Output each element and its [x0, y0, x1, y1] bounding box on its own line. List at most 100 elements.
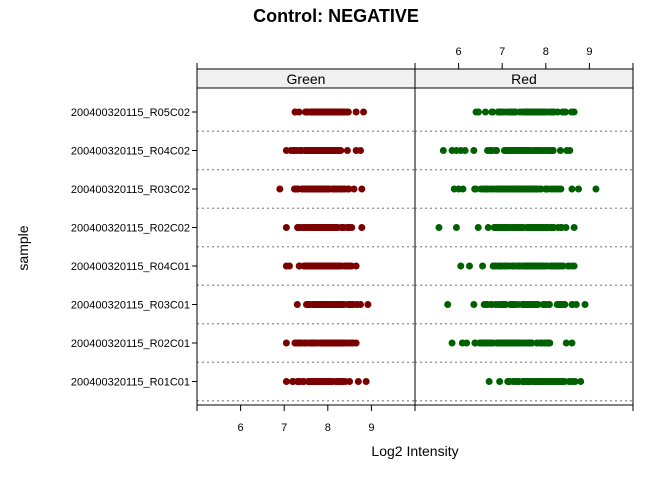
data-point: [308, 339, 316, 347]
data-point: [481, 108, 489, 116]
data-point: [328, 378, 336, 385]
data-point: [511, 301, 519, 308]
data-point: [324, 108, 332, 116]
data-point: [523, 301, 531, 308]
data-point: [452, 224, 460, 231]
data-point: [489, 108, 497, 116]
data-point: [575, 185, 582, 193]
data-point: [549, 147, 557, 154]
data-point: [311, 301, 319, 308]
data-point: [330, 185, 338, 193]
data-point: [439, 147, 447, 154]
data-point: [497, 224, 505, 231]
data-point: [479, 262, 487, 270]
data-point: [358, 185, 366, 193]
data-point: [533, 339, 541, 347]
data-point: [323, 378, 331, 385]
sample-label: 200400320115_R04C02: [71, 146, 190, 158]
data-point: [362, 378, 370, 385]
data-point: [521, 108, 529, 116]
data-point: [514, 224, 522, 231]
data-point: [568, 339, 576, 347]
x-tick-label: 8: [325, 422, 331, 434]
sample-label: 200400320115_R03C02: [71, 184, 190, 196]
data-point: [346, 339, 354, 347]
data-point: [472, 185, 480, 193]
data-point: [503, 339, 511, 347]
data-point: [515, 185, 523, 193]
data-point: [354, 378, 362, 385]
data-point: [457, 262, 465, 270]
data-point: [305, 378, 313, 385]
data-point: [507, 108, 515, 116]
data-point: [537, 185, 545, 193]
data-point: [296, 224, 304, 231]
data-point: [520, 185, 528, 193]
data-point: [509, 147, 517, 154]
data-point: [289, 378, 296, 385]
data-point: [294, 378, 301, 385]
data-point: [531, 378, 539, 385]
data-point: [470, 301, 478, 308]
x-tick-label: 7: [281, 422, 287, 434]
data-point: [557, 185, 565, 193]
data-point: [561, 108, 569, 116]
data-point: [516, 147, 524, 154]
data-point: [509, 185, 517, 193]
data-point: [556, 147, 564, 154]
data-point: [461, 147, 469, 154]
sample-label: 200400320115_R05C02: [71, 107, 190, 119]
data-point: [303, 108, 311, 116]
data-point: [528, 339, 536, 347]
data-point: [554, 108, 562, 116]
data-point: [293, 185, 301, 193]
data-point: [545, 301, 553, 308]
data-point: [532, 185, 540, 193]
sample-label: 200400320115_R03C01: [71, 300, 190, 312]
data-point: [570, 224, 578, 231]
x-tick-label: 8: [543, 46, 549, 58]
data-point: [555, 262, 563, 270]
data-point: [357, 147, 364, 154]
data-point: [336, 301, 344, 308]
data-point: [570, 262, 578, 270]
data-point: [282, 224, 290, 231]
data-point: [566, 147, 574, 154]
data-point: [310, 262, 318, 270]
data-point: [572, 301, 580, 308]
data-point: [485, 378, 493, 385]
data-point: [509, 262, 517, 270]
data-point: [487, 301, 495, 308]
data-point: [536, 262, 544, 270]
data-point: [497, 185, 505, 193]
grid-layer: [197, 130, 633, 402]
data-point: [487, 185, 495, 193]
data-point: [571, 378, 579, 385]
data-point: [538, 224, 546, 231]
data-point: [335, 147, 343, 154]
data-point: [325, 185, 333, 193]
data-point: [484, 224, 492, 231]
x-tick-label: 9: [586, 46, 592, 58]
data-point: [543, 262, 551, 270]
data-point: [364, 301, 372, 308]
sample-label: 200400320115_R02C01: [71, 338, 190, 350]
x-axis-title: Log2 Intensity: [371, 443, 458, 459]
chart-title: Control: NEGATIVE: [253, 6, 419, 26]
panel-frame: [414, 87, 634, 406]
axes-layer: 200400320115_R05C02 200400320115_R04C02 20…: [71, 46, 634, 434]
data-point: [338, 185, 345, 193]
data-point: [463, 339, 471, 347]
data-point: [336, 339, 344, 347]
data-point: [312, 185, 320, 193]
data-point: [311, 378, 319, 385]
x-tick-label: 9: [368, 422, 374, 434]
data-point: [491, 147, 499, 154]
data-point: [346, 378, 354, 385]
data-point: [548, 224, 556, 231]
data-point: [348, 224, 356, 231]
data-point: [341, 108, 349, 116]
data-point: [470, 147, 478, 154]
data-point: [497, 301, 505, 308]
